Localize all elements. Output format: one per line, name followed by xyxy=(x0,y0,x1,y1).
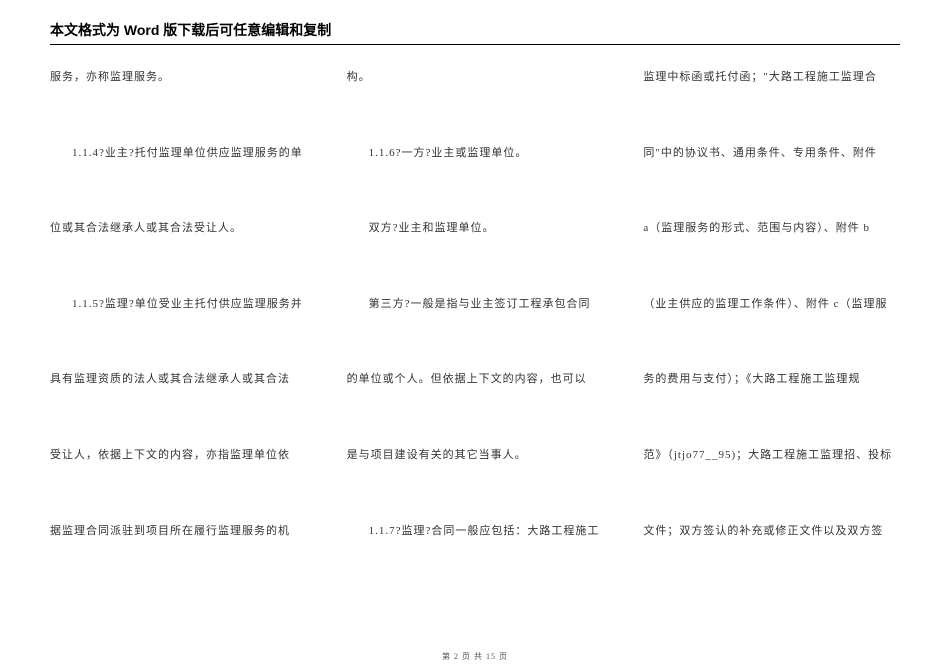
column-3: 监理中标函或托付函；"大路工程施工监理合 同"中的协议书、通用条件、专用条件、附… xyxy=(643,69,900,598)
paragraph: 同"中的协议书、通用条件、专用条件、附件 xyxy=(643,145,900,163)
document-page: 本文格式为 Word 版下载后可任意编辑和复制 服务，亦称监理服务。 1.1.4… xyxy=(0,0,950,598)
paragraph: 的单位或个人。但依据上下文的内容，也可以 xyxy=(347,371,604,389)
columns-container: 服务，亦称监理服务。 1.1.4?业主?托付监理单位供应监理服务的单 位或其合法… xyxy=(50,69,900,598)
paragraph: 1.1.7?监理?合同一般应包括：大路工程施工 xyxy=(347,523,604,541)
paragraph: 受让人，依据上下文的内容，亦指监理单位依 xyxy=(50,447,307,465)
paragraph: 双方?业主和监理单位。 xyxy=(347,220,604,238)
paragraph: 据监理合同派驻到项目所在履行监理服务的机 xyxy=(50,523,307,541)
paragraph: 范》（jtjo77__95)；大路工程施工监理招、投标 xyxy=(643,447,900,465)
column-1: 服务，亦称监理服务。 1.1.4?业主?托付监理单位供应监理服务的单 位或其合法… xyxy=(50,69,307,598)
paragraph: 第三方?一般是指与业主签订工程承包合同 xyxy=(347,296,604,314)
paragraph: 监理中标函或托付函；"大路工程施工监理合 xyxy=(643,69,900,87)
paragraph: 务的费用与支付）；《大路工程施工监理规 xyxy=(643,371,900,389)
paragraph: 1.1.5?监理?单位受业主托付供应监理服务并 xyxy=(50,296,307,314)
page-header: 本文格式为 Word 版下载后可任意编辑和复制 xyxy=(50,20,900,45)
paragraph: 位或其合法继承人或其合法受让人。 xyxy=(50,220,307,238)
page-footer: 第 2 页 共 15 页 xyxy=(0,651,950,662)
paragraph: 具有监理资质的法人或其合法继承人或其合法 xyxy=(50,371,307,389)
paragraph: 1.1.6?一方?业主或监理单位。 xyxy=(347,145,604,163)
paragraph: （业主供应的监理工作条件）、附件 c（监理服 xyxy=(643,296,900,314)
paragraph: 文件；双方签认的补充或修正文件以及双方签 xyxy=(643,523,900,541)
paragraph: 1.1.4?业主?托付监理单位供应监理服务的单 xyxy=(50,145,307,163)
paragraph: 服务，亦称监理服务。 xyxy=(50,69,307,87)
paragraph: a（监理服务的形式、范围与内容）、附件 b xyxy=(643,220,900,238)
paragraph: 构。 xyxy=(347,69,604,87)
paragraph: 是与项目建设有关的其它当事人。 xyxy=(347,447,604,465)
column-2: 构。 1.1.6?一方?业主或监理单位。 双方?业主和监理单位。 第三方?一般是… xyxy=(347,69,604,598)
